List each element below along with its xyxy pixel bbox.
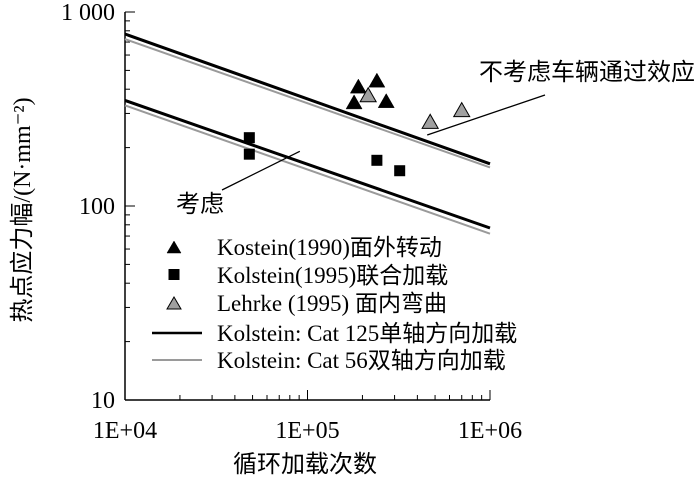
triangle-point-series-2 [421,113,440,129]
axes: 10 100 1 000 1E+04 1E+05 1E+06 [61,0,522,444]
annotation-leader-line [221,150,301,191]
fatigue-lines [124,32,491,235]
legend-label-1: Kostein(1990)面外转动 [217,235,442,260]
triangle-point-series-2 [359,86,378,103]
triangle-point-series-2 [452,101,471,118]
series-line-4 [124,104,491,235]
legend-label-2: Kolstein(1995)联合加载 [217,263,448,288]
x-tick-label: 1E+06 [458,418,522,444]
legend: Kostein(1990)面外转动 Kolstein(1995)联合加载 Lehrk… [152,235,517,373]
y-tick-label: 1 000 [61,0,115,26]
series-line-4 [124,38,491,169]
legend-label-5: Kolstein: Cat 56双轴方向加载 [217,348,506,373]
annotation-leader-line [426,94,546,136]
triangle-point-series-0 [368,72,386,88]
square-point-series-1 [243,148,255,160]
annotation-considered: 考虑 [176,191,224,218]
triangle-point-series-0 [377,93,395,108]
y-tick-label: 100 [79,194,115,220]
legend-marker-square [168,269,180,280]
triangle-point-series-0 [345,94,363,110]
series-line-3 [124,32,491,166]
legend-marker-triangle [166,240,182,254]
x-tick-label: 1E+05 [275,418,339,444]
y-tick-label: 10 [91,388,115,414]
x-tick-label: 1E+04 [93,418,157,444]
x-axis-label: 循环加载次数 [233,451,377,477]
legend-label-3: Lehrke (1995) 面内弯曲 [217,291,447,316]
legend-marker-triangle [166,296,182,310]
annotation-no-vehicle-effect: 不考虑车辆通过效应 [479,59,695,86]
triangle-point-series-0 [349,78,367,94]
square-point-series-1 [394,165,406,177]
legend-label-4: Kolstein: Cat 125单轴方向加载 [217,321,517,346]
data-points [243,72,471,177]
y-axis-label: 热点应力幅/(N·mm⁻²) [9,97,36,322]
square-point-series-1 [243,132,255,144]
square-point-series-1 [371,154,383,166]
series-line-3 [124,99,491,230]
